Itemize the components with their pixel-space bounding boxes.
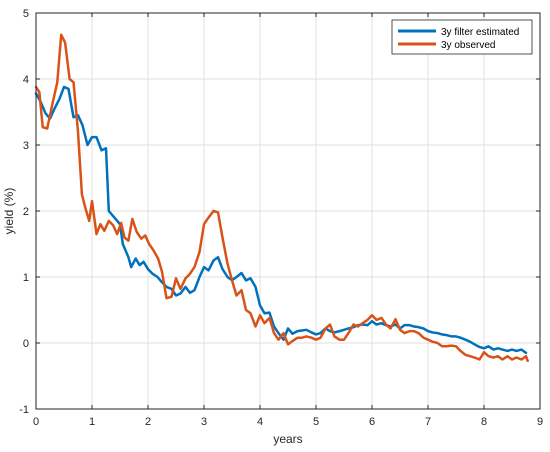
x-tick-label: 5 <box>313 416 319 428</box>
legend: 3y filter estimated 3y observed <box>391 19 533 55</box>
legend-label-filter-estimated: 3y filter estimated <box>441 27 519 38</box>
x-axis-ticks: 0 1 2 3 4 5 6 7 8 9 <box>33 13 543 428</box>
series-lines <box>34 33 529 363</box>
x-tick-label: 0 <box>33 416 39 428</box>
y-tick-label: 5 <box>23 8 29 20</box>
legend-label-observed: 3y observed <box>441 40 495 51</box>
y-tick-label: -1 <box>19 404 29 416</box>
x-tick-label: 4 <box>257 416 263 428</box>
y-tick-label: 1 <box>23 272 29 284</box>
y-tick-label: 4 <box>23 74 29 86</box>
x-tick-label: 1 <box>89 416 95 428</box>
x-tick-label: 6 <box>369 416 375 428</box>
y-tick-label: 2 <box>23 206 29 218</box>
y-tick-label: 3 <box>23 140 29 152</box>
x-axis-label: years <box>273 432 302 446</box>
x-tick-label: 9 <box>537 416 543 428</box>
series-line-filter-estimated <box>34 85 528 355</box>
x-tick-label: 7 <box>425 416 431 428</box>
x-tick-label: 3 <box>201 416 207 428</box>
y-tick-label: 0 <box>23 338 29 350</box>
x-tick-label: 8 <box>481 416 487 428</box>
legend-box <box>391 19 533 55</box>
y-axis-ticks: -1 0 1 2 3 4 5 <box>19 8 540 416</box>
series-line-observed <box>34 33 529 363</box>
y-axis-label: yield (%) <box>2 188 16 235</box>
x-tick-label: 2 <box>145 416 151 428</box>
